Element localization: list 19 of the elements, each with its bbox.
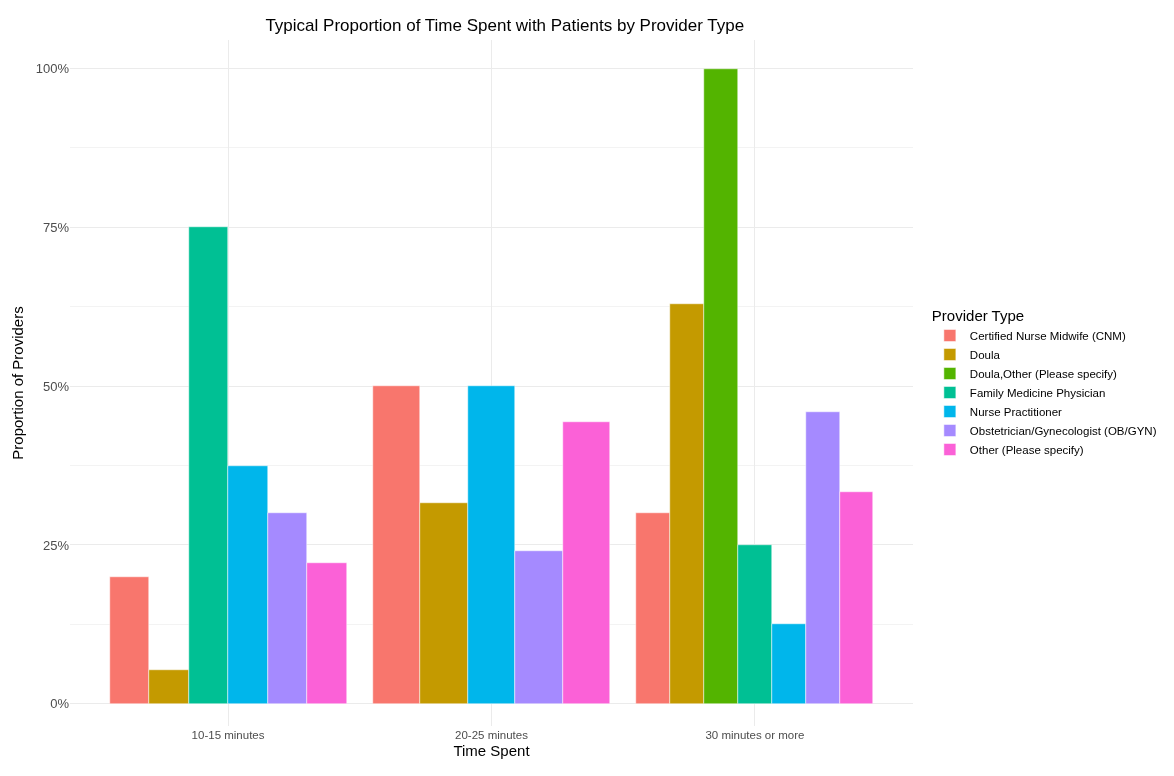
y-axis-title: Proportion of Providers: [9, 306, 26, 460]
chart-title: Typical Proportion of Time Spent with Patients by Provider Type: [265, 16, 745, 36]
legend-label: Nurse Practitioner: [969, 405, 1063, 418]
x-tick-label: 30 minutes or more: [705, 728, 805, 741]
legend-label: Other (Please specify): [969, 443, 1084, 456]
x-axis-title: Time Spent: [453, 741, 531, 759]
legend-label: Doula,Other (Please specify): [969, 367, 1118, 380]
legend-label: Family Medicine Physician: [969, 386, 1106, 399]
legend-label: Doula: [969, 348, 1001, 361]
legend-label: Certified Nurse Midwife (CNM): [969, 329, 1126, 342]
y-tick-label: 50%: [42, 378, 70, 394]
y-tick-label: 100%: [35, 61, 70, 77]
legend-label: Obstetrician/Gynecologist (OB/GYN): [969, 424, 1157, 437]
y-tick-label: 25%: [42, 537, 70, 553]
x-tick-label: 20-25 minutes: [455, 728, 529, 741]
y-tick-label: 75%: [42, 219, 70, 235]
legend-title: Provider Type: [931, 307, 1025, 324]
x-tick-label: 10-15 minutes: [191, 728, 265, 741]
y-tick-label: 0%: [50, 696, 70, 712]
